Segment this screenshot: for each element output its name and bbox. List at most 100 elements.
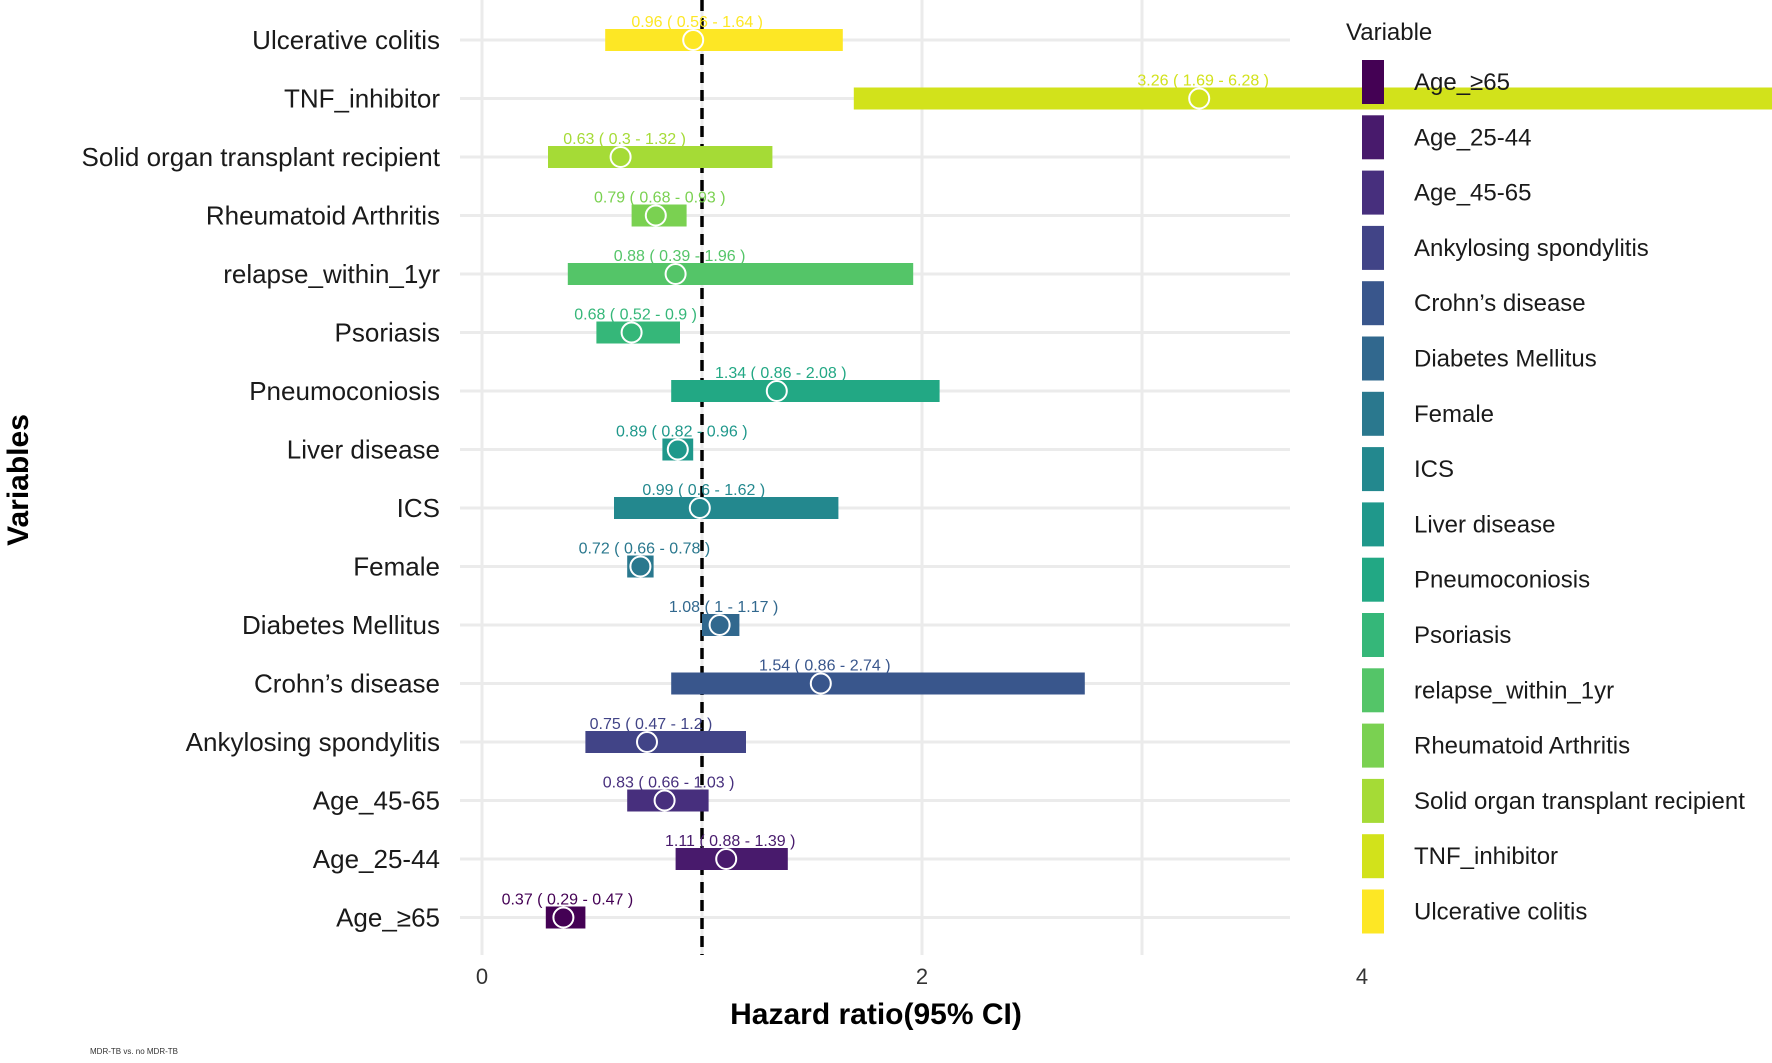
legend-swatch	[1362, 889, 1384, 934]
hr-point	[552, 906, 575, 929]
ci-bar	[605, 29, 843, 51]
y-tick-label: Female	[353, 552, 440, 582]
y-tick-label: Age_45-65	[313, 786, 440, 816]
x-tick-labels: 0246	[476, 964, 1368, 989]
y-tick-label: Age_≥65	[336, 903, 440, 933]
ci-bar	[671, 672, 1085, 695]
y-tick-label: Liver disease	[287, 435, 440, 465]
data-labels: 0.37 ( 0.29 - 0.47 ) 1.11 ( 0.88 - 1.39 )…	[502, 14, 1269, 909]
legend-swatch	[1362, 60, 1384, 104]
data-label: 3.26 ( 1.69 - 6.28 )	[1137, 73, 1269, 90]
legend-label: Solid organ transplant recipient	[1414, 788, 1745, 815]
y-tick-label: Ankylosing spondylitis	[186, 727, 440, 757]
y-tick-labels: Age_≥65 Age_25-44 Age_45-65 Ankylosing spon…	[82, 25, 441, 933]
hr-point	[653, 789, 676, 812]
data-label: 1.54 ( 0.86 - 2.74 )	[759, 658, 891, 675]
hr-point	[666, 438, 689, 461]
data-label: 0.89 ( 0.82 - 0.96 )	[616, 424, 748, 441]
legend-swatch	[1362, 115, 1384, 160]
y-axis-title: Variables	[2, 414, 35, 546]
hr-point	[1188, 87, 1211, 110]
legend-swatch	[1362, 447, 1384, 492]
legend-title: Variable	[1346, 19, 1432, 46]
hr-point	[708, 614, 731, 636]
y-tick-label: Crohn’s disease	[254, 669, 440, 699]
ci-bar	[853, 87, 1772, 110]
legend-swatch	[1362, 723, 1384, 768]
ci-bar	[614, 497, 839, 519]
legend-label: Age_25-44	[1414, 124, 1531, 151]
y-tick-label: ICS	[397, 493, 440, 523]
legend-label: Liver disease	[1414, 511, 1555, 538]
legend-swatch	[1362, 225, 1384, 270]
data-label: 0.72 ( 0.66 - 0.78 )	[579, 541, 711, 558]
hr-point	[629, 555, 652, 578]
hr-point	[609, 146, 632, 168]
legend-label: relapse_within_1yr	[1414, 677, 1614, 704]
legend-label: Rheumatoid Arthritis	[1414, 733, 1630, 760]
hr-point	[682, 29, 705, 51]
legend-swatch	[1362, 557, 1384, 602]
legend: Age_≥65 Age_25-44 Age_45-65 Ankylosing spon…	[1362, 60, 1745, 934]
data-label: 0.79 ( 0.68 - 0.93 )	[594, 190, 726, 207]
y-tick-label: TNF_inhibitor	[284, 84, 440, 114]
legend-label: Crohn’s disease	[1414, 290, 1586, 317]
legend-swatch	[1362, 391, 1384, 436]
hr-point	[765, 380, 788, 402]
legend-label: Diabetes Mellitus	[1414, 346, 1597, 373]
legend-swatch	[1362, 668, 1384, 713]
data-label: 0.83 ( 0.66 - 1.03 )	[603, 775, 735, 792]
legend-swatch	[1362, 281, 1384, 326]
y-tick-label: relapse_within_1yr	[223, 259, 440, 289]
hr-points	[552, 29, 1211, 929]
hr-point	[809, 672, 832, 695]
data-label: 0.88 ( 0.39 - 1.96 )	[614, 248, 746, 265]
hr-point	[688, 497, 711, 519]
legend-label: Age_45-65	[1414, 180, 1531, 207]
legend-swatch	[1362, 502, 1384, 547]
legend-label: Ulcerative colitis	[1414, 899, 1587, 926]
legend-label: Ankylosing spondylitis	[1414, 235, 1649, 262]
ci-bars	[545, 29, 1772, 929]
caption: MDR-TB vs. no MDR-TB	[90, 1047, 178, 1056]
y-tick-label: Psoriasis	[335, 318, 440, 348]
hr-point	[636, 731, 658, 753]
y-tick-label: Solid organ transplant recipient	[82, 142, 441, 172]
y-tick-label: Diabetes Mellitus	[242, 610, 440, 640]
legend-swatch	[1362, 170, 1384, 215]
data-label: 0.68 ( 0.52 - 0.9 )	[574, 307, 697, 324]
ci-bar	[671, 380, 940, 402]
hr-point	[715, 848, 738, 870]
data-label: 0.37 ( 0.29 - 0.47 )	[502, 892, 634, 909]
y-tick-label: Rheumatoid Arthritis	[206, 201, 440, 231]
hr-point	[664, 263, 687, 285]
legend-label: Female	[1414, 401, 1494, 428]
ci-bar	[567, 263, 914, 285]
ci-bar	[548, 146, 773, 168]
data-label: 0.75 ( 0.47 - 1.2 )	[590, 716, 713, 733]
data-label: 1.34 ( 0.86 - 2.08 )	[715, 365, 847, 382]
legend-label: Pneumoconiosis	[1414, 567, 1590, 594]
data-label: 1.08 ( 1 - 1.17 )	[669, 599, 778, 616]
ci-bar	[585, 731, 746, 753]
x-tick-label: 4	[1356, 964, 1368, 989]
x-tick-label: 0	[476, 964, 488, 989]
hr-point	[620, 321, 643, 344]
legend-swatch	[1362, 778, 1384, 823]
legend-swatch	[1362, 613, 1384, 657]
x-tick-label: 2	[916, 964, 928, 989]
legend-label: ICS	[1414, 456, 1454, 483]
data-label: 0.96 ( 0.56 - 1.64 )	[631, 14, 763, 31]
y-tick-label: Pneumoconiosis	[249, 376, 440, 406]
legend-swatch	[1362, 336, 1384, 381]
legend-label: TNF_inhibitor	[1414, 843, 1558, 870]
data-label: 0.63 ( 0.3 - 1.32 )	[563, 131, 686, 148]
data-label: 1.11 ( 0.88 - 1.39 )	[665, 833, 795, 850]
legend-label: Psoriasis	[1414, 622, 1511, 649]
data-label: 0.99 ( 0.6 - 1.62 )	[642, 482, 765, 499]
x-axis-title: Hazard ratio(95% CI)	[730, 998, 1022, 1031]
hr-point	[644, 204, 667, 227]
legend-label: Age_≥65	[1414, 69, 1510, 96]
y-tick-label: Age_25-44	[313, 844, 440, 874]
